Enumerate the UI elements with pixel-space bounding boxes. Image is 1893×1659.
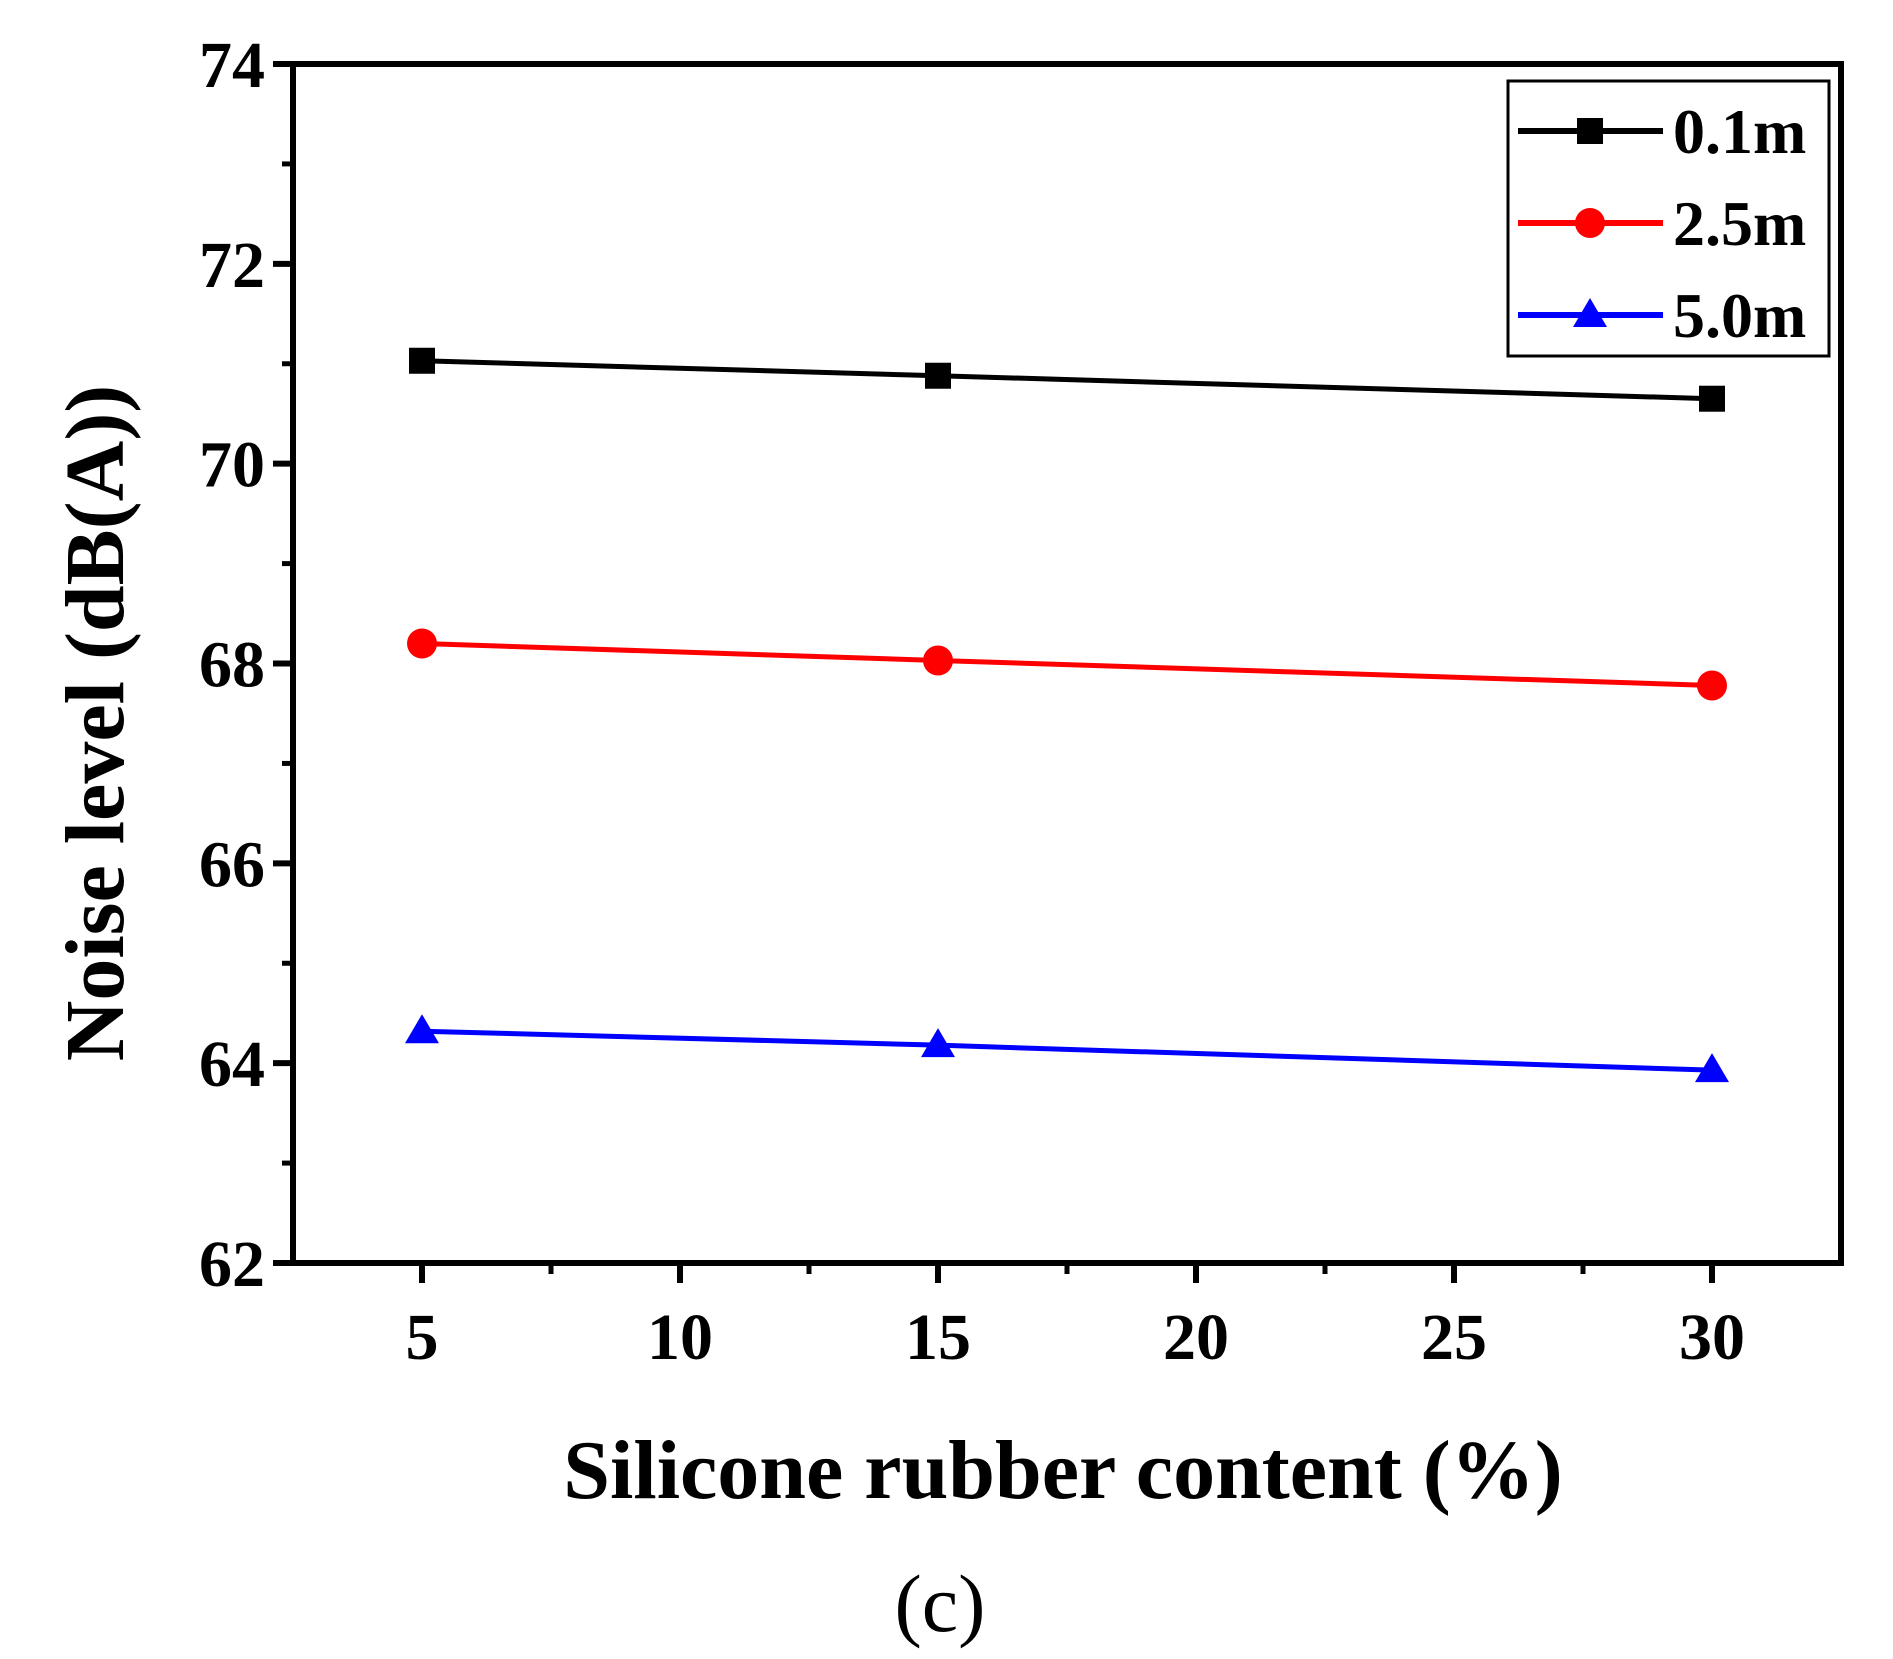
y-tick-label: 72 [199,229,265,302]
y-axis: 62 64 66 68 70 72 74 [199,29,293,1301]
data-point-5-0m [1695,1053,1729,1083]
x-tick-label: 15 [905,1301,971,1374]
figure-caption: (c) [894,1558,985,1649]
y-tick-label: 74 [199,29,265,102]
x-axis-title: Silicone rubber content (%) [563,1424,1562,1517]
x-tick-label: 10 [647,1301,713,1374]
x-tick-label: 20 [1163,1301,1229,1374]
data-point-2-5m [1697,670,1727,701]
legend-marker-5-0m [1573,298,1607,327]
data-point-0-1m [925,362,951,389]
y-tick-label: 62 [199,1228,265,1301]
y-tick-label: 66 [199,828,265,901]
legend-label-2-5m: 2.5m [1673,188,1806,259]
y-tick-label: 64 [199,1028,265,1101]
data-point-0-1m [409,347,435,374]
legend-box [1506,79,1831,358]
x-axis: 5 10 15 20 25 30 [406,1263,1745,1374]
legend-label-0-1m: 0.1m [1673,96,1806,167]
y-axis-title: Noise level (dB(A)) [49,385,142,1062]
y-tick-label: 70 [199,429,265,502]
data-point-0-1m [1699,385,1725,412]
series-line-5-0m [421,1028,1713,1073]
series-group [405,347,1729,1083]
legend-label-5-0m: 5.0m [1673,280,1806,351]
series-line-2-5m [421,641,1713,688]
legend-marker-2-5m [1575,208,1605,238]
data-point-5-0m [921,1028,955,1058]
data-point-5-0m [405,1014,439,1044]
x-tick-label: 25 [1421,1301,1487,1374]
series-line-0-1m [421,358,1713,402]
data-point-2-5m [923,645,953,676]
data-point-2-5m [407,628,437,659]
y-tick-label: 68 [199,629,265,702]
x-tick-label: 30 [1679,1301,1745,1374]
legend-marker-0-1m [1577,118,1603,144]
legend: 0.1m 2.5m 5.0m [1506,79,1831,358]
x-tick-label: 5 [406,1301,439,1374]
